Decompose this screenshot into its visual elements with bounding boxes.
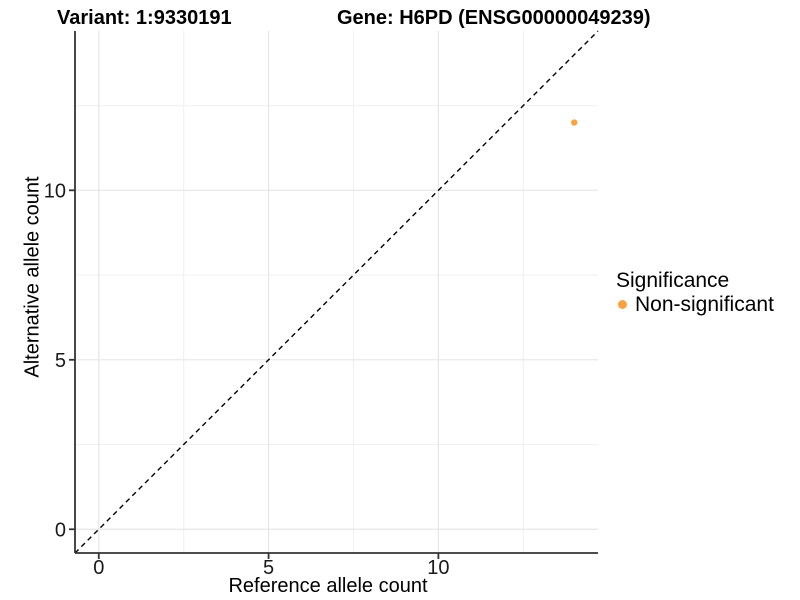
x-tick-label: 10 [427, 557, 449, 579]
legend: Significance Non-significant [616, 269, 774, 316]
data-point [571, 119, 578, 126]
y-tick-label: 10 [44, 180, 66, 202]
identity-line [74, 30, 599, 554]
legend-item-label: Non-significant [635, 293, 774, 316]
x-tick-label: 5 [263, 557, 274, 579]
legend-point-icon [618, 300, 627, 309]
x-axis-title: Reference allele count [228, 575, 428, 597]
legend-item: Non-significant [616, 293, 774, 316]
plot-title-variant: Variant: 1:9330191 [57, 7, 232, 29]
plot-title-gene: Gene: H6PD (ENSG00000049239) [337, 7, 651, 29]
y-tick-label: 0 [55, 519, 66, 541]
legend-title: Significance [616, 269, 730, 292]
x-tick-label: 0 [93, 557, 104, 579]
y-axis-title: Alternative allele count [21, 176, 44, 378]
y-tick-label: 5 [55, 350, 66, 372]
